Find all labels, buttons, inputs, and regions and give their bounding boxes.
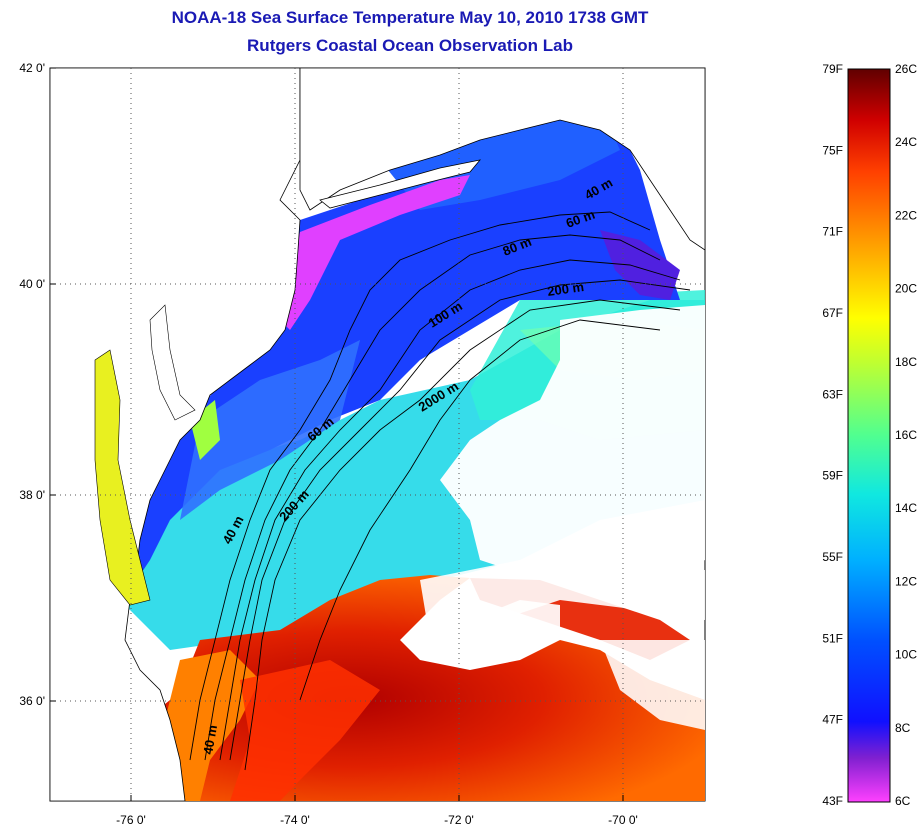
colorbar-c-label: 6C	[895, 794, 911, 808]
isobath-contours	[189, 211, 691, 771]
latitude-labels: 42 0' 40 0' 38 0' 36 0'	[19, 61, 45, 708]
colorbar-c-label: 10C	[895, 648, 917, 662]
sst-field	[50, 68, 705, 801]
lat-tick-label: 42 0'	[19, 61, 45, 75]
axis-ticks	[50, 67, 624, 801]
longitude-labels: -76 0' -74 0' -72 0' -70 0'	[116, 813, 638, 827]
colorbar-f-label: 79F	[822, 62, 843, 76]
colorbar-f-label: 55F	[822, 550, 843, 564]
colorbar-f-label: 43F	[822, 794, 843, 808]
colorbar-f-label: 67F	[822, 306, 843, 320]
colorbar-celsius-labels: 26C 24C 22C 20C 18C 16C 14C 12C 10C 8C 6C	[895, 62, 917, 808]
lat-tick-label: 38 0'	[19, 488, 45, 502]
colorbar-c-label: 18C	[895, 355, 917, 369]
colorbar-f-label: 51F	[822, 631, 843, 645]
colorbar-c-label: 20C	[895, 282, 917, 296]
colorbar	[847, 68, 891, 803]
map-subtitle: Rutgers Coastal Ocean Observation Lab	[247, 36, 573, 55]
colorbar-f-label: 63F	[822, 387, 843, 401]
lon-tick-label: -72 0'	[444, 813, 474, 827]
colorbar-c-label: 24C	[895, 135, 917, 149]
lon-tick-label: -74 0'	[280, 813, 310, 827]
contour-label: 40 m	[200, 724, 220, 756]
colorbar-c-label: 22C	[895, 208, 917, 222]
lon-tick-label: -76 0'	[116, 813, 146, 827]
land-new-england	[299, 68, 705, 251]
lon-tick-label: -70 0'	[608, 813, 638, 827]
colorbar-c-label: 8C	[895, 721, 911, 735]
colorbar-f-label: 71F	[822, 225, 843, 239]
land-mid-atlantic	[50, 68, 301, 801]
colorbar-f-label: 47F	[822, 713, 843, 727]
colorbar-c-label: 26C	[895, 62, 917, 76]
graticule	[50, 68, 705, 801]
colorbar-c-label: 16C	[895, 428, 917, 442]
map-title: NOAA-18 Sea Surface Temperature May 10, …	[171, 8, 649, 27]
land-long-island	[319, 159, 482, 209]
colorbar-f-label: 59F	[822, 469, 843, 483]
lat-tick-label: 36 0'	[19, 694, 45, 708]
lat-tick-label: 40 0'	[19, 277, 45, 291]
contour-label: 200 m	[546, 279, 585, 299]
colorbar-f-label: 75F	[822, 143, 843, 157]
colorbar-fahrenheit-labels: 79F 75F 71F 67F 63F 59F 55F 51F 47F 43F	[822, 62, 843, 808]
colorbar-c-label: 14C	[895, 501, 917, 515]
colorbar-c-label: 12C	[895, 574, 917, 588]
